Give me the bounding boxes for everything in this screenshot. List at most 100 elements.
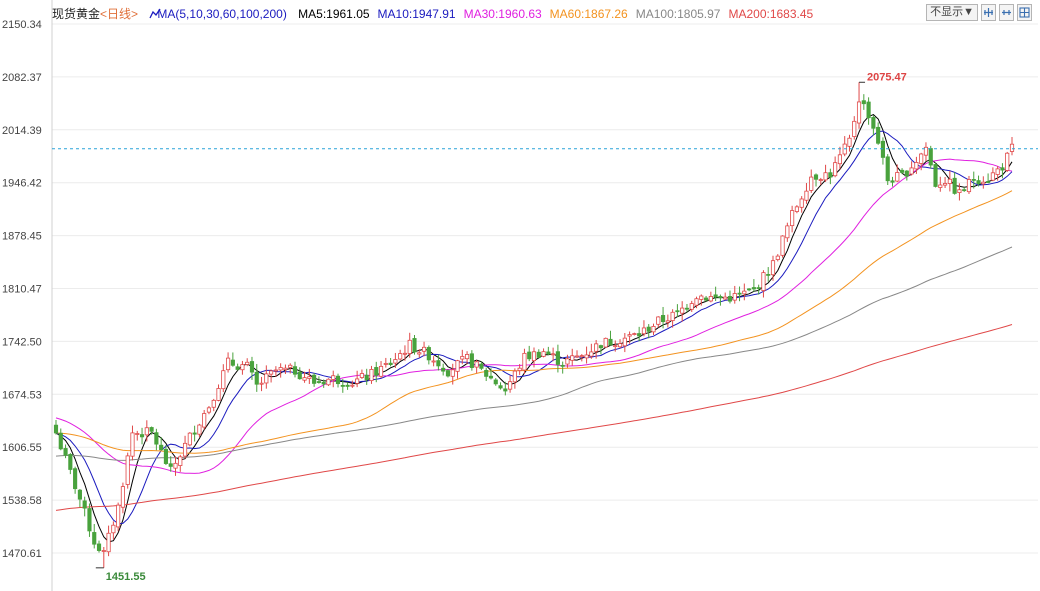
down-candle: [704, 297, 709, 301]
up-candle: [512, 370, 517, 383]
down-candle: [63, 448, 68, 456]
down-candle: [684, 307, 690, 310]
up-candle: [216, 388, 221, 401]
down-candle: [364, 374, 369, 380]
ma-value: MA30:1960.63: [463, 7, 542, 21]
down-candle: [828, 172, 833, 178]
down-candle: [312, 374, 317, 384]
up-candle: [187, 432, 192, 446]
up-candle: [431, 360, 436, 363]
ma100-line: [55, 246, 1013, 461]
period-label[interactable]: <日线>: [100, 7, 139, 21]
y-tick-label: 1946.42: [2, 178, 42, 190]
down-candle: [445, 370, 451, 377]
down-candle: [73, 468, 78, 490]
y-tick-label: 2150.34: [2, 19, 42, 31]
up-candle: [182, 442, 188, 457]
up-candle: [106, 532, 111, 553]
y-tick-label: 1538.58: [2, 495, 42, 507]
up-candle: [723, 296, 728, 300]
up-candle: [579, 355, 584, 357]
up-candle: [833, 162, 838, 177]
up-candle: [804, 190, 809, 201]
down-candle: [952, 177, 957, 194]
up-candle: [369, 369, 374, 382]
down-candle: [53, 424, 59, 434]
low-label: 1451.55: [106, 571, 146, 583]
ma-value: MA100:1805.97: [635, 7, 721, 21]
up-candle: [995, 168, 1000, 175]
up-candle: [594, 343, 599, 352]
down-candle: [899, 169, 905, 173]
down-candle: [345, 384, 350, 387]
overlay: 2075.47 1451.55: [52, 71, 1038, 583]
down-candle: [77, 489, 82, 500]
down-candle: [813, 174, 819, 180]
down-candle: [1000, 167, 1005, 171]
up-candle: [211, 399, 216, 408]
up-candle: [273, 369, 278, 372]
ma-value: MA60:1867.26: [549, 7, 628, 21]
up-candle: [278, 367, 283, 371]
up-candle: [790, 210, 795, 227]
down-candle: [971, 179, 976, 181]
up-candle: [407, 339, 412, 354]
y-tick-label: 2014.39: [2, 125, 42, 137]
down-candle: [297, 371, 302, 380]
up-candle: [761, 272, 766, 291]
up-candle: [460, 356, 465, 360]
zoom-in-icon[interactable]: [981, 4, 996, 21]
down-candle: [933, 164, 938, 187]
down-candle: [426, 347, 431, 361]
up-candle: [589, 351, 594, 357]
up-candle: [517, 367, 522, 371]
up-candle: [326, 378, 331, 386]
up-candle: [522, 352, 527, 371]
y-axis: 2150.34 2082.37 2014.39 1946.42 1878.45 1810.…: [2, 0, 53, 591]
up-candle: [455, 360, 460, 372]
down-candle: [885, 156, 890, 182]
hide-indicator-button[interactable]: 不显示▼: [926, 4, 978, 21]
zoom-out-icon[interactable]: [999, 4, 1014, 21]
up-candle: [450, 369, 455, 377]
down-candle: [747, 288, 752, 291]
down-candle: [335, 375, 341, 385]
up-candle: [474, 361, 479, 368]
down-candle: [87, 508, 92, 532]
up-candle: [613, 345, 618, 348]
toolbar: 不显示▼: [926, 4, 1032, 21]
up-candle: [144, 427, 149, 436]
down-candle: [890, 180, 895, 183]
up-candle: [990, 172, 995, 181]
down-candle: [555, 351, 560, 365]
grid-icon[interactable]: [1017, 4, 1032, 21]
up-candle: [981, 181, 986, 185]
up-candle: [120, 486, 125, 508]
ma-value: MA200:1683.45: [728, 7, 814, 21]
down-candle: [340, 384, 345, 387]
y-tick-label: 1470.61: [2, 548, 42, 560]
up-candle: [794, 206, 799, 212]
down-candle: [880, 140, 886, 158]
up-candle: [708, 296, 713, 302]
up-candle: [947, 178, 952, 184]
up-candle: [197, 424, 202, 435]
up-candle: [847, 137, 852, 147]
up-candle: [116, 504, 121, 528]
y-tick-label: 1810.47: [2, 284, 42, 296]
down-candle: [861, 100, 866, 105]
up-candle: [288, 364, 293, 368]
up-candle: [574, 355, 580, 358]
up-candle: [742, 290, 747, 295]
up-candle: [206, 407, 212, 413]
down-candle: [254, 371, 259, 385]
down-candle: [608, 338, 613, 346]
down-candle: [163, 448, 169, 464]
up-candle: [264, 373, 269, 384]
up-candle: [680, 307, 685, 314]
up-candle: [780, 235, 785, 256]
up-candle: [895, 172, 900, 182]
ma10-line: [55, 130, 1013, 525]
up-candle: [302, 377, 307, 381]
